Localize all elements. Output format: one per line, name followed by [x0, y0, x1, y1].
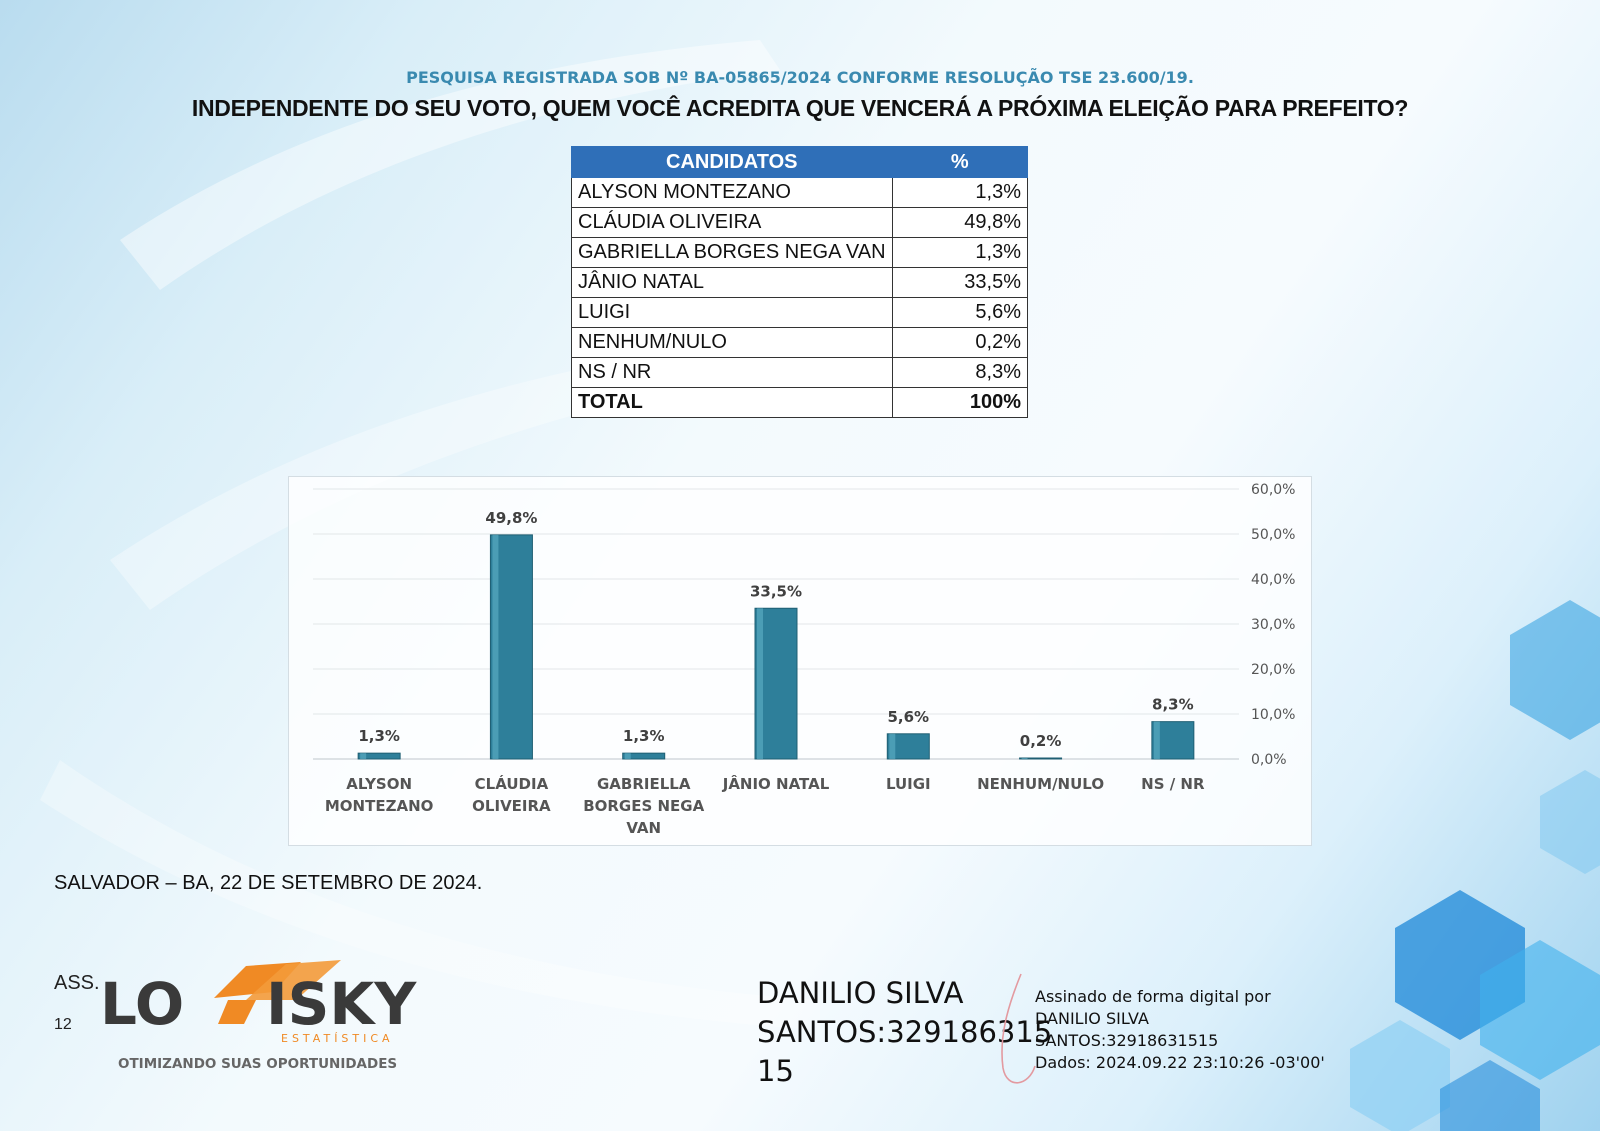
- bar: [1019, 757, 1063, 760]
- total-percent: 100%: [891, 387, 1029, 418]
- data-label: 33,5%: [750, 582, 802, 600]
- category-label: NENHUM/NULO: [977, 775, 1104, 793]
- data-label: 1,3%: [358, 727, 400, 745]
- category-label: MONTEZANO: [325, 797, 434, 815]
- candidate-name: NENHUM/NULO: [571, 327, 893, 358]
- candidate-name: NS / NR: [571, 357, 893, 388]
- table-total-row: TOTAL 100%: [571, 387, 1029, 418]
- candidate-name: GABRIELLA BORGES NEGA VAN: [571, 237, 893, 268]
- table-row: NS / NR 8,3%: [571, 357, 1029, 388]
- column-header-candidates: CANDIDATOS: [571, 146, 893, 178]
- category-label: LUIGI: [886, 775, 931, 793]
- signer-name-line: 15: [757, 1054, 794, 1088]
- candidate-percent: 0,2%: [891, 327, 1029, 358]
- results-table: CANDIDATOS % ALYSON MONTEZANO 1,3% CLÁUDI…: [571, 146, 1029, 418]
- registry-note: PESQUISA REGISTRADA SOB Nº BA-05865/2024…: [406, 68, 1194, 87]
- bar-highlight: [889, 733, 896, 759]
- table-row: CLÁUDIA OLIVEIRA 49,8%: [571, 207, 1029, 238]
- category-label: GABRIELLA: [597, 775, 691, 793]
- logo-orange-stroke: [218, 1000, 256, 1024]
- category-label: NS / NR: [1141, 775, 1205, 793]
- signer-name-line: DANILIO SILVA: [757, 976, 964, 1010]
- candidate-name: JÂNIO NATAL: [571, 267, 893, 298]
- signature-scribble: [1001, 973, 1036, 1084]
- digital-signature-line: SANTOS:32918631515: [1035, 1031, 1219, 1050]
- bar-highlight: [624, 753, 631, 759]
- bar-highlight: [360, 753, 367, 759]
- digital-signature-block: Assinado de forma digital por DANILIO SI…: [1035, 986, 1325, 1074]
- bar: [622, 752, 666, 760]
- survey-question: INDEPENDENTE DO SEU VOTO, QUEM VOCÊ ACRE…: [191, 95, 1409, 121]
- y-tick-label: 60,0%: [1251, 482, 1295, 498]
- candidate-name: LUIGI: [571, 297, 893, 328]
- y-tick-label: 0,0%: [1251, 752, 1287, 768]
- lovisky-logo: LO ISKY ESTATÍSTICA OTIMIZANDO SUAS OPOR…: [100, 960, 417, 1072]
- candidate-name: ALYSON MONTEZANO: [571, 177, 893, 208]
- page-number: 12: [54, 1016, 72, 1033]
- digital-signature-line: DANILIO SILVA: [1035, 1009, 1149, 1028]
- category-label: VAN: [626, 819, 661, 837]
- candidate-percent: 8,3%: [891, 357, 1029, 388]
- y-tick-label: 50,0%: [1251, 527, 1295, 543]
- bar-chart-panel: 0,0% 10,0% 20,0% 30,0% 40,0% 50,0% 60,0% 1,3% AL…: [288, 476, 1312, 846]
- candidate-percent: 1,3%: [891, 237, 1029, 268]
- bar-highlight: [1021, 758, 1028, 759]
- candidate-percent: 49,8%: [891, 207, 1029, 238]
- logo-orange-stroke: [246, 960, 341, 1000]
- data-label: 49,8%: [485, 509, 537, 527]
- table-row: JÂNIO NATAL 33,5%: [571, 267, 1029, 298]
- logo-text-right: ISKY: [266, 970, 417, 1038]
- category-label: CLÁUDIA: [475, 774, 549, 793]
- column-header-percent: %: [891, 146, 1029, 178]
- signer-name: DANILIO SILVA SANTOS:329186315 15: [757, 974, 1052, 1091]
- y-tick-label: 10,0%: [1251, 707, 1295, 723]
- logo-text-left: LO: [100, 970, 184, 1038]
- y-tick-label: 30,0%: [1251, 617, 1295, 633]
- candidate-percent: 33,5%: [891, 267, 1029, 298]
- table-header-row: CANDIDATOS %: [571, 146, 1029, 178]
- signature-label: ASS.: [54, 972, 100, 994]
- digital-signature-line: Dados: 2024.09.22 23:10:26 -03'00': [1035, 1053, 1325, 1072]
- data-label: 5,6%: [887, 708, 929, 726]
- logo-subtitle: ESTATÍSTICA: [281, 1032, 394, 1045]
- y-tick-label: 20,0%: [1251, 662, 1295, 678]
- bar: [357, 752, 401, 760]
- candidate-name: CLÁUDIA OLIVEIRA: [571, 207, 893, 238]
- category-label: BORGES NEGA: [583, 797, 704, 815]
- bar-highlight: [492, 534, 499, 759]
- hexagon-decoration: [1350, 600, 1600, 1131]
- table-row: NENHUM/NULO 0,2%: [571, 327, 1029, 358]
- table-row: ALYSON MONTEZANO 1,3%: [571, 177, 1029, 208]
- candidate-percent: 5,6%: [891, 297, 1029, 328]
- category-label: JÂNIO NATAL: [722, 774, 830, 793]
- digital-signature-line: Assinado de forma digital por: [1035, 987, 1271, 1006]
- bar-highlight: [757, 608, 763, 759]
- data-label: 0,2%: [1020, 732, 1062, 750]
- data-label: 1,3%: [623, 727, 665, 745]
- bar-chart: 0,0% 10,0% 20,0% 30,0% 40,0% 50,0% 60,0% 1,3% AL…: [313, 482, 1295, 837]
- logo-slogan: OTIMIZANDO SUAS OPORTUNIDADES: [118, 1056, 397, 1072]
- location-date: SALVADOR – BA, 22 DE SETEMBRO DE 2024.: [54, 872, 483, 894]
- y-tick-label: 40,0%: [1251, 572, 1295, 588]
- table-row: LUIGI 5,6%: [571, 297, 1029, 328]
- bar-highlight: [1153, 721, 1160, 759]
- total-label: TOTAL: [571, 387, 893, 418]
- data-label: 8,3%: [1152, 696, 1194, 714]
- category-label: OLIVEIRA: [472, 797, 551, 815]
- category-label: ALYSON: [346, 775, 412, 793]
- table-row: GABRIELLA BORGES NEGA VAN 1,3%: [571, 237, 1029, 268]
- candidate-percent: 1,3%: [891, 177, 1029, 208]
